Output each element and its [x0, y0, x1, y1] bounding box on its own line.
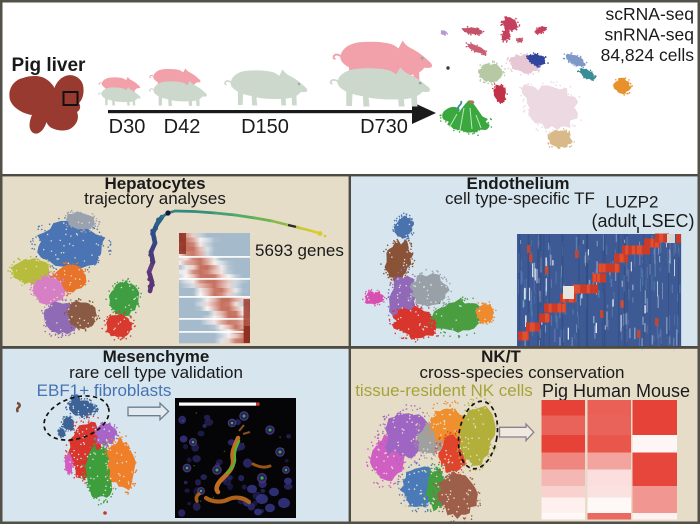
svg-text:D150: D150	[241, 116, 289, 138]
svg-text:Pig Human Mouse: Pig Human Mouse	[542, 381, 690, 401]
svg-text:LUZP2: LUZP2	[606, 193, 659, 212]
svg-text:Pig liver: Pig liver	[12, 55, 87, 76]
svg-text:Hepatocytes: Hepatocytes	[104, 174, 205, 193]
svg-text:tissue-resident NK cells: tissue-resident NK cells	[355, 381, 533, 400]
svg-text:cell type-specific TF: cell type-specific TF	[445, 189, 595, 208]
svg-text:D730: D730	[360, 116, 408, 138]
svg-text:D30: D30	[109, 116, 146, 138]
svg-text:cross-species conservation: cross-species conservation	[419, 363, 624, 382]
svg-text:Endothelium: Endothelium	[467, 174, 570, 193]
svg-text:trajectory analyses: trajectory analyses	[84, 189, 226, 208]
svg-text:EBF1+ fibroblasts: EBF1+ fibroblasts	[37, 381, 172, 400]
svg-text:snRNA-seq: snRNA-seq	[605, 25, 694, 45]
svg-text:rare cell type validation: rare cell type validation	[69, 363, 243, 382]
svg-text:Mesenchyme: Mesenchyme	[103, 347, 210, 366]
svg-text:5693 genes: 5693 genes	[255, 241, 344, 260]
svg-text:NK/T: NK/T	[481, 347, 521, 366]
svg-text:84,824 cells: 84,824 cells	[601, 45, 695, 65]
svg-text:(adult LSEC): (adult LSEC)	[591, 211, 694, 231]
svg-text:scRNA-seq: scRNA-seq	[606, 4, 695, 24]
svg-text:D42: D42	[164, 116, 201, 138]
